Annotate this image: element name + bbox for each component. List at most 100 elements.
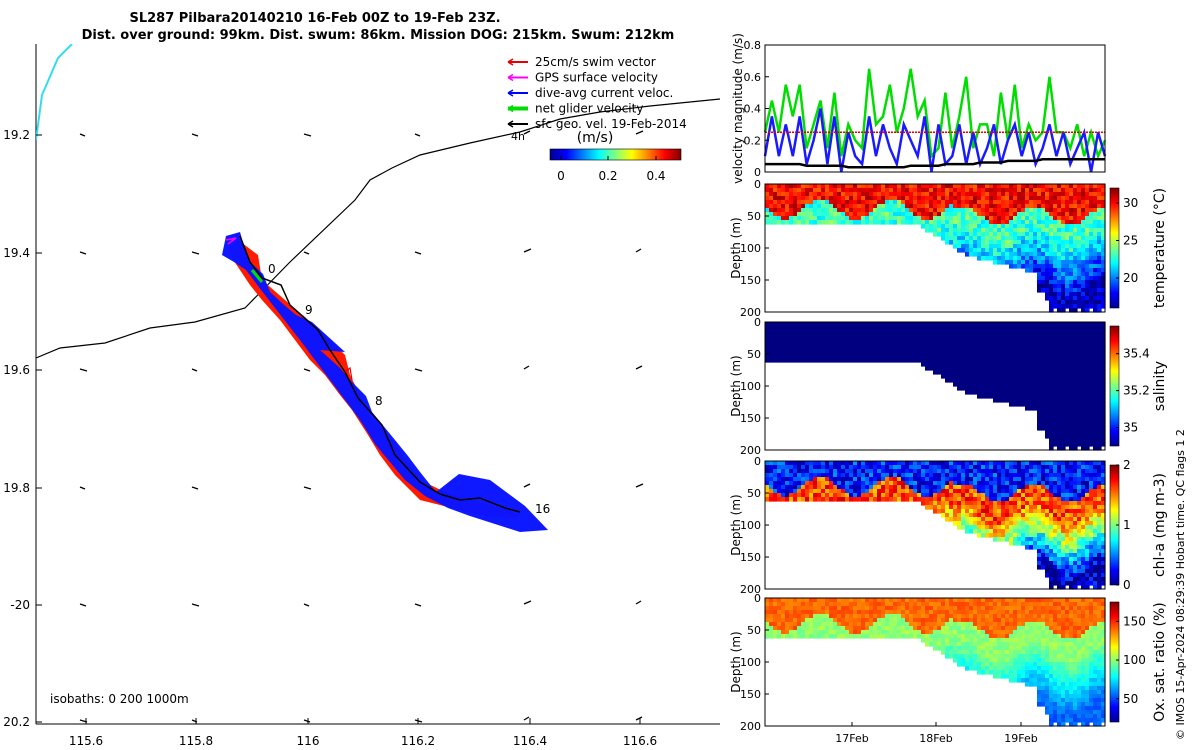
geo-vector-arrow — [414, 603, 422, 607]
title-line-2: Dist. over ground: 99km. Dist. swum: 86k… — [82, 28, 675, 43]
y-tick-label: 0.6 — [744, 71, 762, 84]
x-tick-label: 19Feb — [1004, 732, 1037, 745]
section-cells — [765, 322, 1106, 451]
y-tick-label: 0.4 — [744, 103, 762, 116]
geo-vector-arrow — [191, 486, 199, 490]
y-tick-label: 150 — [740, 551, 761, 564]
y-tick-label: 50 — [747, 210, 761, 223]
x-tick-label: 18Feb — [919, 732, 952, 745]
geo-vector-arrow — [303, 251, 310, 255]
geo-vector-arrow — [191, 368, 198, 372]
section-cells — [765, 184, 1106, 313]
map-y-axis: 19.2 19.4 19.6 19.8 -20 20.2 — [3, 128, 42, 729]
y-tick-label: 50 — [747, 487, 761, 500]
velocity-series-line — [765, 158, 1105, 169]
colorbar-tick-label: 30 — [1123, 196, 1138, 210]
colorbar-tick-label: 0.2 — [598, 169, 617, 183]
colorbar-tick-label: 1 — [1123, 518, 1131, 532]
geo-vector-arrow — [303, 368, 311, 372]
y-tick-label: 0 — [754, 592, 761, 605]
geo-vector-arrow — [414, 133, 421, 137]
colorbar-label: Ox. sat. ratio (%) — [1152, 602, 1168, 721]
geo-vector-arrow — [635, 248, 642, 253]
colorbar-tick-label: 0 — [1123, 578, 1131, 592]
y-tick-label: 100 — [740, 380, 761, 393]
colorbar-gradient — [549, 148, 682, 161]
legend-label: sfc geo. vel. 19-Feb-2014 — [535, 117, 687, 131]
y-tick-label: 50 — [747, 348, 761, 361]
geo-vector-arrow — [303, 719, 311, 723]
colorbar-tick-label: 100 — [1123, 653, 1146, 667]
geo-vector-arrow — [79, 486, 86, 490]
day-marker-label: 16 — [535, 502, 550, 516]
geo-vector-arrow — [79, 368, 88, 372]
map-y-tick-label: 19.4 — [3, 246, 30, 260]
y-tick-label: 0 — [754, 178, 761, 191]
geo-vector-arrow — [635, 600, 642, 605]
geo-vector-arrow — [79, 251, 87, 255]
net-glider-velocity-mark — [250, 269, 264, 283]
panel-frame — [764, 321, 1106, 451]
day-marker-label: 9 — [305, 303, 313, 317]
geo-vector-arrow — [523, 716, 530, 721]
colorbar-marker-label: 4h — [511, 130, 525, 143]
day-marker-label: 8 — [375, 394, 383, 408]
legend-label: dive-avg current veloc. — [535, 86, 673, 100]
geo-vector-arrow — [303, 603, 310, 607]
colorbar-tick-label: 35.2 — [1123, 384, 1150, 398]
map-x-tick-label: 116.6 — [623, 734, 657, 748]
panel-colorbar — [1109, 601, 1120, 723]
geo-vector-arrow — [191, 603, 200, 607]
y-tick-label: 100 — [740, 242, 761, 255]
geo-vector-arrow — [414, 251, 422, 255]
map-y-tick-label: 19.8 — [3, 481, 30, 495]
colorbar-label: temperature (°C) — [1152, 188, 1168, 308]
y-tick-label: 200 — [740, 583, 761, 596]
colorbar-tick-label: 2 — [1123, 458, 1131, 472]
colorbar-label: salinity — [1152, 361, 1168, 411]
map-x-axis: 115.6 115.8 116 116.2 116.4 116.6 — [69, 718, 657, 748]
y-tick-label: 100 — [740, 656, 761, 669]
gps-surface-velocity-mark — [225, 237, 237, 245]
day-marker-label: 0 — [268, 262, 276, 276]
geo-vector-arrow — [303, 133, 312, 137]
geo-vector-arrow — [635, 365, 643, 370]
panel-y-label: Depth (m) — [729, 355, 743, 416]
y-tick-label: 200 — [740, 720, 761, 733]
geo-vector-arrow — [523, 365, 530, 370]
geo-vector-arrow — [191, 133, 199, 137]
map-y-tick-label: 19.6 — [3, 363, 30, 377]
section-panel-4: Depth (m) 0 50 100 150 200 50 100 150 Ox. sat. ra… — [729, 592, 1168, 745]
panel-colorbar — [1109, 325, 1120, 447]
credit-text: © IMOS 15-Apr-2024 08:29:39 Hobart time.… — [1174, 429, 1187, 740]
map-y-tick-label: 20.2 — [3, 715, 30, 729]
map-frame — [36, 44, 720, 724]
panel-frame — [764, 597, 1106, 727]
x-tick-label: 17Feb — [835, 732, 868, 745]
y-tick-label: 0 — [754, 455, 761, 468]
panel-frame — [764, 183, 1106, 313]
day-labels: 0 9 8 16 — [268, 262, 550, 516]
geo-vector-arrow — [635, 483, 644, 488]
map-x-tick-label: 116.2 — [401, 734, 435, 748]
swim-vector-patch — [228, 240, 520, 518]
isobath-line — [36, 98, 720, 359]
geo-vector-arrow — [523, 483, 531, 488]
colorbar-tick-label: 25 — [1123, 234, 1138, 248]
y-tick-label: 0.8 — [744, 39, 762, 52]
legend-label: 25cm/s swim vector — [535, 55, 656, 69]
map-y-tick-label: -20 — [10, 598, 30, 612]
y-tick-label: 100 — [740, 519, 761, 532]
isobaths-label: isobaths: 0 200 1000m — [50, 692, 189, 706]
y-tick-label: 0 — [754, 316, 761, 329]
panel-y-label: velocity magnitude (m/s) — [731, 33, 745, 184]
geo-vector-arrow — [523, 600, 532, 605]
glider-track-line — [239, 235, 521, 513]
y-tick-label: 200 — [740, 444, 761, 457]
map-x-tick-label: 116 — [297, 734, 320, 748]
colorbar-tick-label: 20 — [1123, 271, 1138, 285]
velocity-magnitude-panel: velocity magnitude (m/s) 0 0.2 0.4 0.6 0.8 — [731, 33, 1107, 184]
